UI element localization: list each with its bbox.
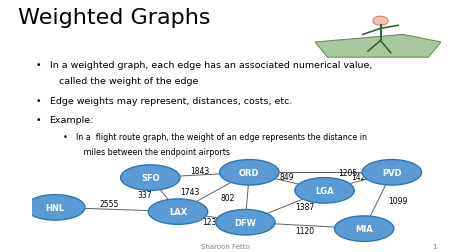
Ellipse shape xyxy=(295,178,354,203)
Text: HNL: HNL xyxy=(46,203,65,212)
Text: 337: 337 xyxy=(137,190,152,199)
Text: Edge weights may represent, distances, costs, etc.: Edge weights may represent, distances, c… xyxy=(50,97,292,106)
Text: In a weighted graph, each edge has an associated numerical value,: In a weighted graph, each edge has an as… xyxy=(50,60,372,70)
Text: 849: 849 xyxy=(279,172,294,181)
Text: 1233: 1233 xyxy=(202,217,221,226)
Text: Weighted Graphs: Weighted Graphs xyxy=(18,8,211,27)
Text: SFO: SFO xyxy=(141,173,160,182)
Text: 1743: 1743 xyxy=(180,188,200,197)
Text: LGA: LGA xyxy=(315,186,334,195)
Ellipse shape xyxy=(220,160,279,185)
Circle shape xyxy=(373,17,388,26)
Text: 2555: 2555 xyxy=(99,199,118,208)
Text: •: • xyxy=(36,115,41,124)
Text: 802: 802 xyxy=(220,193,235,202)
Text: 1205: 1205 xyxy=(339,168,358,177)
Text: 1120: 1120 xyxy=(295,226,314,235)
Text: PVD: PVD xyxy=(382,168,402,177)
Ellipse shape xyxy=(26,195,85,220)
Text: •: • xyxy=(36,97,41,106)
Text: In a  flight route graph, the weight of an edge represents the distance in: In a flight route graph, the weight of a… xyxy=(76,132,368,141)
Ellipse shape xyxy=(148,199,208,225)
Text: 1843: 1843 xyxy=(190,167,209,175)
Text: Example:: Example: xyxy=(50,115,94,124)
Ellipse shape xyxy=(334,216,394,241)
Text: MIA: MIA xyxy=(355,224,373,233)
Text: LAX: LAX xyxy=(169,207,187,216)
Ellipse shape xyxy=(362,160,422,185)
Text: called the weight of the edge: called the weight of the edge xyxy=(50,77,198,85)
Text: miles between the endpoint airports: miles between the endpoint airports xyxy=(76,147,230,156)
Text: DFW: DFW xyxy=(234,218,256,227)
Text: •: • xyxy=(36,60,41,70)
Text: 1099: 1099 xyxy=(388,196,408,205)
Ellipse shape xyxy=(216,210,275,235)
Text: 1: 1 xyxy=(432,243,436,249)
Text: •: • xyxy=(63,132,68,141)
Text: Sharoon Fetto: Sharoon Fetto xyxy=(201,243,249,249)
Text: 1387: 1387 xyxy=(295,202,315,211)
Text: ORD: ORD xyxy=(239,168,260,177)
Ellipse shape xyxy=(121,165,180,191)
Text: 142: 142 xyxy=(351,172,365,181)
Polygon shape xyxy=(315,35,441,58)
